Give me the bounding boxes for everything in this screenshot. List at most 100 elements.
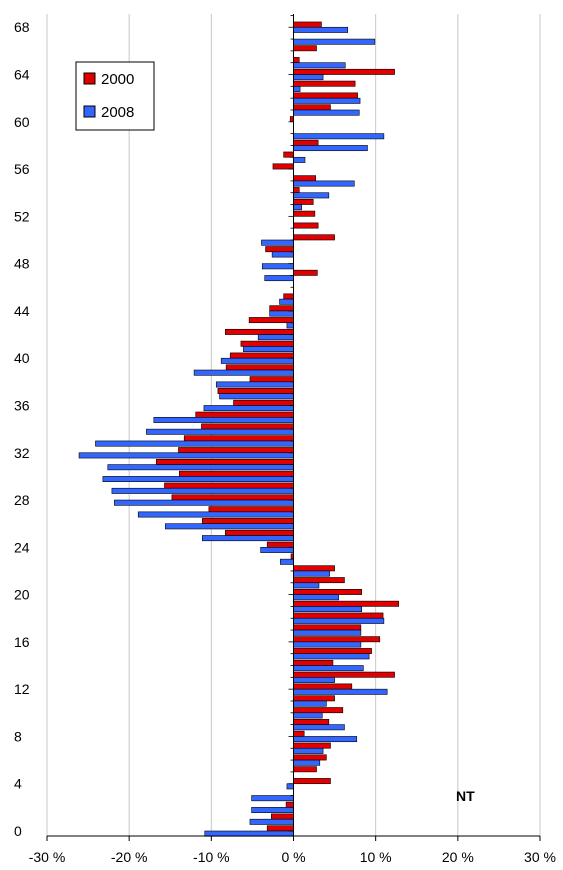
bar-2008-19 (293, 606, 362, 613)
bar-2000-7 (293, 742, 331, 749)
bar-2008-35 (153, 416, 294, 423)
bar-2000-33 (183, 435, 294, 442)
x-tick-label: 10 % (360, 849, 392, 865)
bar-2008-42 (257, 334, 294, 341)
bar-2000-63 (293, 80, 356, 87)
bar-2008-50 (261, 239, 294, 246)
y-tick-label: 16 (14, 634, 30, 650)
bar-2000-50 (293, 234, 335, 241)
bar-2008-9 (293, 724, 345, 731)
bar-2008-54 (293, 192, 330, 199)
x-tick-label: -20 % (111, 849, 148, 865)
bar-2008-15 (293, 653, 370, 660)
bar-2000-28 (171, 494, 294, 501)
legend-swatch-2008 (83, 105, 96, 118)
bar-2000-18 (293, 612, 384, 619)
bar-2000-65 (293, 57, 300, 64)
bar-2000-14 (293, 659, 334, 666)
bar-2008-13 (293, 677, 335, 683)
bar-2000-27 (208, 506, 294, 513)
bar-2008-37 (219, 393, 294, 400)
bar-2000-32 (178, 447, 294, 454)
bar-2008-16 (293, 641, 362, 648)
bar-2008-21 (293, 582, 320, 589)
legend-label-2008: 2008 (101, 104, 134, 121)
bar-2000-16 (293, 636, 381, 643)
bar-2000-5 (293, 766, 317, 773)
y-tick-label: 36 (14, 397, 30, 413)
axes (46, 14, 541, 841)
bar-2008-57 (293, 156, 306, 163)
bar-2000-21 (293, 577, 345, 584)
bar-2000-30 (178, 470, 294, 477)
bar-2008-17 (293, 629, 362, 636)
y-tick-label: 56 (14, 161, 30, 177)
y-tick-label: 8 (14, 728, 22, 744)
bar-2008-20 (293, 594, 339, 601)
bar-2000-42 (225, 328, 294, 335)
y-tick-label: 0 (14, 823, 22, 839)
bar-2000-58 (293, 139, 319, 146)
bar-2008-36 (203, 405, 294, 412)
bar-2008-48 (261, 263, 294, 270)
bar-2000-0 (266, 825, 294, 832)
bar-2008-22 (293, 570, 330, 577)
bar-2000-51 (293, 222, 319, 229)
bar-2000-37 (217, 388, 294, 394)
x-tick-label: -30 % (29, 849, 66, 865)
bar-2000-53 (293, 198, 314, 205)
bar-2000-19 (293, 600, 399, 607)
bar-2008-53 (293, 204, 303, 211)
bar-2000-9 (293, 719, 330, 725)
bar-2008-39 (193, 369, 294, 376)
bar-2000-43 (248, 317, 294, 324)
bar-2008-4 (286, 783, 294, 790)
bar-2008-49 (271, 251, 294, 258)
legend: 2000 2008 (75, 61, 155, 131)
y-tick-label: 24 (14, 539, 30, 555)
legend-swatch-2000 (83, 72, 96, 85)
bar-2000-25 (225, 529, 294, 536)
bar-2008-33 (95, 440, 294, 447)
bar-2008-68 (293, 26, 349, 33)
bar-2000-44 (269, 305, 294, 312)
bar-2008-32 (78, 452, 294, 459)
bar-2008-65 (293, 62, 346, 69)
bar-2008-41 (243, 346, 294, 352)
bar-2008-3 (251, 795, 294, 802)
bar-2008-59 (293, 133, 385, 140)
y-tick-label: 40 (14, 350, 30, 366)
bar-2000-15 (293, 648, 372, 655)
bar-2008-6 (293, 759, 321, 766)
bar-2008-11 (293, 700, 327, 707)
y-tick-label: 52 (14, 208, 30, 224)
bar-2008-30 (102, 476, 294, 482)
bar-2000-57 (283, 151, 294, 158)
bar-2008-29 (111, 487, 294, 494)
bar-2008-1 (249, 818, 294, 825)
bar-2000-26 (201, 518, 294, 524)
bar-2000-45 (283, 293, 294, 300)
bar-2000-34 (201, 423, 294, 430)
bar-2000-41 (240, 340, 294, 347)
bar-2000-24 (266, 541, 294, 548)
bar-2008-8 (293, 736, 358, 743)
bar-2008-40 (220, 357, 294, 364)
bar-2008-38 (215, 381, 294, 388)
bar-2000-64 (293, 68, 395, 75)
bar-2000-4 (293, 778, 331, 785)
bar-2000-1 (271, 813, 294, 820)
bar-2000-56 (272, 163, 294, 170)
x-tick-label: 30 % (524, 849, 556, 865)
bar-2008-63 (293, 86, 301, 92)
chart-annotation: NT (456, 788, 475, 804)
bar-2008-64 (293, 74, 324, 81)
bar-2008-23 (280, 558, 294, 565)
bar-2000-47 (293, 269, 318, 276)
bar-2008-27 (137, 511, 294, 518)
y-tick-label: 20 (14, 587, 30, 603)
y-tick-label: 44 (14, 303, 30, 319)
bar-2008-28 (114, 499, 294, 506)
